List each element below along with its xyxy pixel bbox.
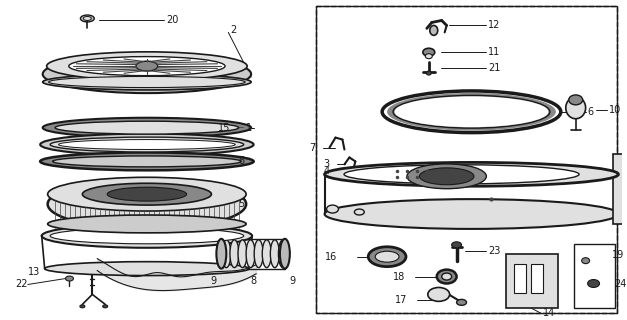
Ellipse shape bbox=[456, 300, 466, 305]
Ellipse shape bbox=[325, 199, 618, 229]
Ellipse shape bbox=[69, 57, 225, 76]
Ellipse shape bbox=[82, 183, 211, 205]
Ellipse shape bbox=[359, 169, 366, 173]
Ellipse shape bbox=[246, 240, 255, 268]
Ellipse shape bbox=[80, 15, 94, 22]
Ellipse shape bbox=[65, 276, 73, 281]
Ellipse shape bbox=[49, 76, 245, 88]
Text: 20: 20 bbox=[166, 15, 178, 26]
Ellipse shape bbox=[238, 240, 247, 268]
Text: 8: 8 bbox=[250, 276, 256, 285]
Ellipse shape bbox=[327, 205, 339, 213]
Text: 1: 1 bbox=[246, 123, 252, 133]
Text: 9: 9 bbox=[290, 276, 296, 285]
Bar bbox=[531, 264, 543, 293]
Ellipse shape bbox=[45, 262, 249, 276]
Ellipse shape bbox=[425, 54, 432, 59]
Bar bbox=[613, 155, 627, 224]
Text: 7: 7 bbox=[309, 142, 315, 153]
Ellipse shape bbox=[437, 270, 456, 284]
Ellipse shape bbox=[80, 305, 85, 308]
Ellipse shape bbox=[349, 169, 356, 174]
Ellipse shape bbox=[262, 240, 271, 268]
Bar bbox=[506, 254, 558, 308]
Text: 19: 19 bbox=[613, 250, 624, 260]
Text: 18: 18 bbox=[393, 272, 405, 282]
Text: 5: 5 bbox=[238, 199, 245, 209]
Ellipse shape bbox=[419, 168, 474, 185]
Ellipse shape bbox=[426, 71, 431, 75]
Ellipse shape bbox=[41, 224, 252, 248]
Text: 13: 13 bbox=[28, 267, 40, 276]
Ellipse shape bbox=[107, 187, 187, 201]
Text: 6: 6 bbox=[587, 107, 594, 117]
Ellipse shape bbox=[40, 152, 253, 170]
Text: 4: 4 bbox=[324, 166, 330, 176]
Text: 23: 23 bbox=[488, 246, 501, 256]
Ellipse shape bbox=[325, 163, 618, 186]
Text: 2: 2 bbox=[230, 25, 236, 36]
Ellipse shape bbox=[394, 96, 549, 127]
Ellipse shape bbox=[216, 239, 226, 268]
Ellipse shape bbox=[429, 25, 438, 35]
Ellipse shape bbox=[428, 287, 450, 301]
Text: 3: 3 bbox=[324, 159, 330, 169]
Ellipse shape bbox=[50, 137, 244, 152]
Text: 21: 21 bbox=[488, 63, 501, 73]
Ellipse shape bbox=[254, 240, 263, 268]
Ellipse shape bbox=[451, 242, 461, 248]
Ellipse shape bbox=[48, 215, 246, 233]
Text: 9: 9 bbox=[210, 276, 216, 285]
Ellipse shape bbox=[55, 121, 239, 134]
Ellipse shape bbox=[46, 52, 247, 80]
Text: —: — bbox=[236, 125, 243, 131]
Text: 11: 11 bbox=[488, 47, 500, 57]
Bar bbox=[315, 5, 618, 313]
Ellipse shape bbox=[43, 74, 251, 90]
Ellipse shape bbox=[40, 134, 253, 156]
Bar bbox=[574, 244, 616, 308]
Ellipse shape bbox=[624, 168, 627, 190]
Bar bbox=[514, 264, 526, 293]
Ellipse shape bbox=[53, 156, 241, 167]
Ellipse shape bbox=[407, 164, 487, 189]
Ellipse shape bbox=[58, 140, 235, 149]
Ellipse shape bbox=[103, 305, 108, 308]
Text: 16: 16 bbox=[325, 252, 337, 262]
Text: 22: 22 bbox=[15, 279, 28, 290]
Ellipse shape bbox=[50, 228, 244, 244]
Text: 14: 14 bbox=[543, 308, 555, 318]
Ellipse shape bbox=[344, 165, 579, 184]
Ellipse shape bbox=[569, 95, 582, 105]
Ellipse shape bbox=[582, 258, 589, 264]
Ellipse shape bbox=[280, 239, 290, 268]
Ellipse shape bbox=[278, 240, 287, 268]
Ellipse shape bbox=[43, 55, 251, 93]
Ellipse shape bbox=[375, 251, 399, 262]
Ellipse shape bbox=[368, 247, 406, 267]
Ellipse shape bbox=[441, 273, 451, 280]
Text: 17: 17 bbox=[394, 295, 407, 305]
Ellipse shape bbox=[136, 61, 158, 71]
Bar bbox=[315, 5, 618, 313]
Ellipse shape bbox=[566, 97, 586, 119]
Ellipse shape bbox=[43, 118, 251, 138]
Ellipse shape bbox=[587, 280, 599, 287]
Ellipse shape bbox=[230, 240, 239, 268]
Text: 6: 6 bbox=[238, 156, 245, 166]
Text: 15: 15 bbox=[218, 123, 231, 133]
Ellipse shape bbox=[423, 48, 435, 56]
Text: 10: 10 bbox=[609, 105, 622, 115]
Text: 12: 12 bbox=[488, 20, 501, 30]
Ellipse shape bbox=[222, 240, 231, 268]
Ellipse shape bbox=[270, 240, 279, 268]
Ellipse shape bbox=[387, 93, 556, 131]
Ellipse shape bbox=[354, 209, 364, 215]
Ellipse shape bbox=[83, 17, 92, 20]
Ellipse shape bbox=[48, 179, 246, 229]
Text: 24: 24 bbox=[614, 279, 627, 290]
Ellipse shape bbox=[48, 177, 246, 211]
